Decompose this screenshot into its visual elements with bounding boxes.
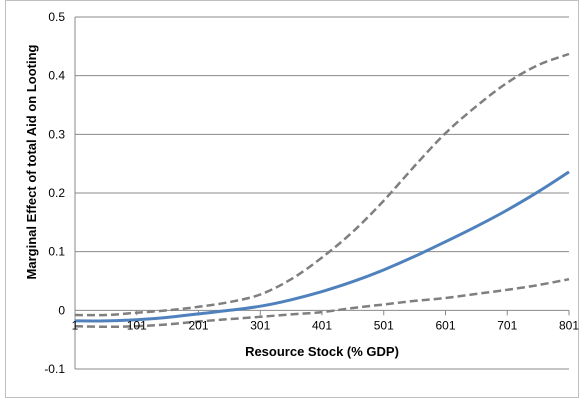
series-line-confidence-bound — [74, 52, 570, 317]
series-line-confidence-bound — [74, 277, 570, 329]
y-tick-label: 0.2 — [48, 186, 65, 200]
series-lines — [74, 52, 570, 329]
y-axis-title: Marginal Effect of total Aid on Looting — [24, 44, 39, 279]
x-tick-label: 401 — [312, 318, 332, 332]
x-axis-title: Resource Stock (% GDP) — [245, 344, 399, 359]
x-tick-label: 801 — [559, 318, 579, 332]
x-tick-label: 501 — [374, 318, 394, 332]
y-tick-label: 0.5 — [48, 10, 65, 24]
x-tick-label: 101 — [127, 318, 147, 332]
x-tick-label: 201 — [188, 318, 208, 332]
chart-frame — [5, 0, 579, 398]
y-tick-label: 0.3 — [48, 127, 65, 141]
x-tick-label: 601 — [435, 318, 455, 332]
x-tick-label: 301 — [250, 318, 270, 332]
y-tick-label: 0 — [58, 303, 65, 317]
series-line-estimate — [74, 170, 570, 323]
y-tick-label: 0.4 — [48, 69, 65, 83]
y-tick-label: 0.1 — [48, 245, 65, 259]
gridlines — [75, 16, 569, 370]
tick-labels: 0.5 0.4 0.3 0.2 0.1 0 -0.1 1 101 201 301 401 501 601 7… — [44, 10, 579, 376]
x-tick-label: 701 — [497, 318, 517, 332]
y-tick-label: -0.1 — [44, 362, 65, 376]
x-tick-label: 1 — [72, 318, 79, 332]
